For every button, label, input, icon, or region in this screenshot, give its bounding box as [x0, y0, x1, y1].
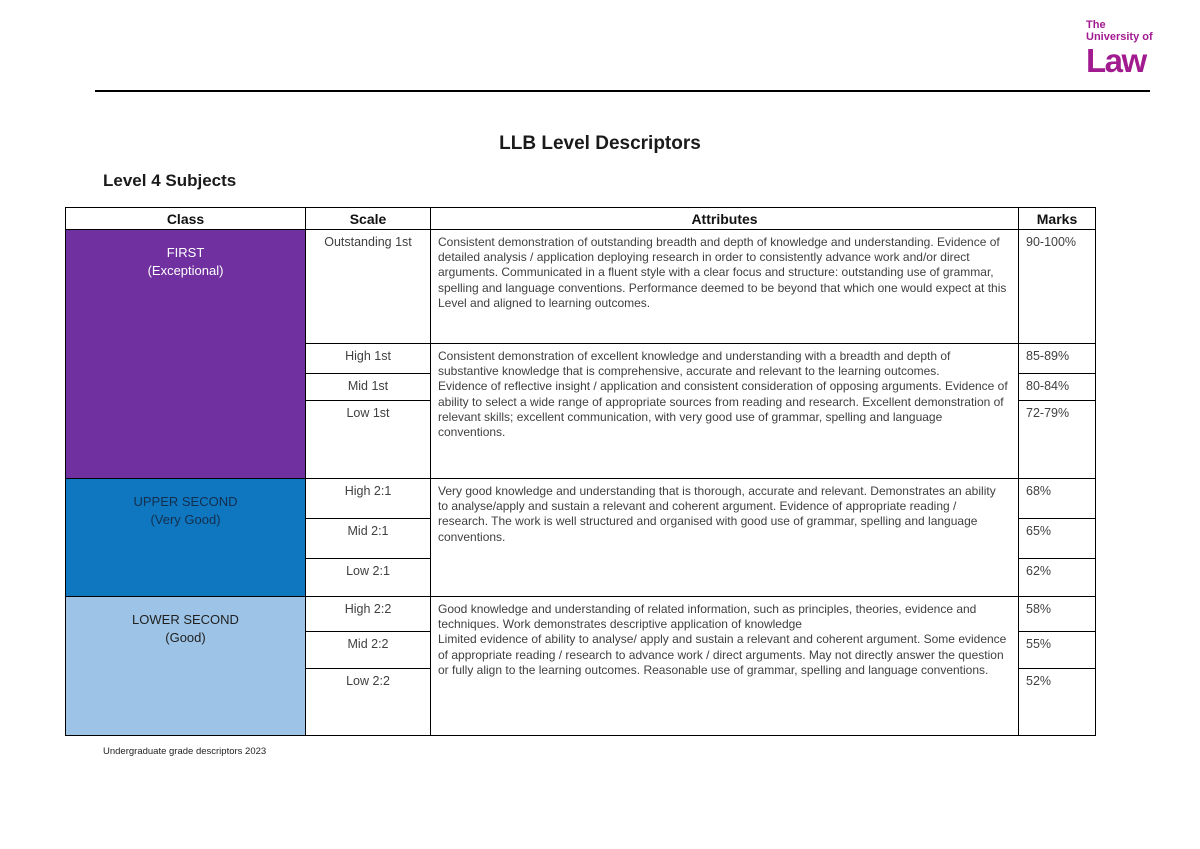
scale-cell-outstanding-1st: Outstanding 1st	[305, 229, 431, 344]
row-outstanding-1st: FIRST (Exceptional) Outstanding 1st Cons…	[65, 229, 1096, 479]
class-name-upper-second: UPPER SECOND	[133, 494, 238, 509]
scale-cell-low-2-2: Low 2:2	[305, 668, 431, 736]
class-qualifier-first: (Exceptional)	[147, 262, 224, 278]
row-mid-1st: Mid 1st 80-84%	[66, 373, 1096, 401]
marks-cell-low-2-1: 62%	[1018, 558, 1096, 597]
scale-cell-low-2-1: Low 2:1	[305, 558, 431, 597]
logo-line-the: The	[1086, 19, 1106, 31]
marks-cell-mid-1st: 80-84%	[1018, 373, 1096, 401]
scale-cell-low-1st: Low 1st	[305, 400, 431, 479]
scale-cell-mid-2-1: Mid 2:1	[305, 518, 431, 559]
scale-cell-high-2-2: High 2:2	[305, 596, 431, 632]
marks-cell-mid-2-1: 65%	[1018, 518, 1096, 559]
marks-cell-low-1st: 72-79%	[1018, 400, 1096, 479]
class-name-lower-second: LOWER SECOND	[132, 612, 239, 627]
footer-note: Undergraduate grade descriptors 2023	[103, 746, 267, 757]
column-header-scale: Scale	[305, 207, 431, 230]
marks-cell-high-1st: 85-89%	[1018, 343, 1096, 374]
marks-cell-high-2-2: 58%	[1018, 596, 1096, 632]
scale-cell-high-2-1: High 2:1	[305, 478, 431, 519]
row-high-2-2: LOWER SECOND (Good) High 2:2 Good knowle…	[65, 596, 1096, 736]
class-name-first: FIRST	[166, 245, 205, 260]
attributes-cell-outstanding-1st: Consistent demonstration of outstanding …	[430, 229, 1019, 344]
class-cell-first: FIRST (Exceptional)	[65, 229, 306, 479]
scale-cell-high-1st: High 1st	[305, 343, 431, 374]
logo-line-university-of: University of	[1086, 30, 1153, 43]
row-mid-2-1: Mid 2:1 65%	[66, 518, 1096, 559]
row-low-2-2: Low 2:2 52%	[66, 668, 1096, 736]
header-rule	[95, 90, 1150, 92]
level-descriptors-table: Class Scale Attributes Marks FIRST (Exce…	[65, 207, 1096, 736]
row-low-2-1: Low 2:1 62%	[66, 558, 1096, 597]
column-header-class: Class	[65, 207, 306, 230]
row-mid-2-2: Mid 2:2 55%	[66, 631, 1096, 669]
table-header-row: Class Scale Attributes Marks	[65, 207, 1096, 230]
scale-cell-mid-1st: Mid 1st	[305, 373, 431, 401]
class-qualifier-upper-second: (Very Good)	[150, 511, 221, 527]
scale-cell-mid-2-2: Mid 2:2	[305, 631, 431, 669]
column-header-marks: Marks	[1018, 207, 1096, 230]
marks-cell-low-2-2: 52%	[1018, 668, 1096, 736]
class-cell-upper-second: UPPER SECOND (Very Good)	[65, 478, 306, 597]
row-high-1st: High 1st Consistent demonstration of exc…	[66, 343, 1096, 479]
attributes-cell-upper-second: Very good knowledge and understanding th…	[430, 478, 1019, 597]
section-heading: Level 4 Subjects	[103, 171, 237, 190]
attributes-cell-first-block: Consistent demonstration of excellent kn…	[430, 343, 1019, 479]
marks-cell-mid-2-2: 55%	[1018, 631, 1096, 669]
logo-wordmark-law: Law	[1086, 41, 1147, 79]
row-low-1st: Low 1st 72-79%	[66, 400, 1096, 479]
marks-cell-high-2-1: 68%	[1018, 478, 1096, 519]
page-title: LLB Level Descriptors	[499, 133, 701, 154]
attributes-cell-lower-second: Good knowledge and understanding of rela…	[430, 596, 1019, 736]
row-high-2-1: UPPER SECOND (Very Good) High 2:1 Very g…	[65, 478, 1096, 597]
class-cell-lower-second: LOWER SECOND (Good)	[65, 596, 306, 736]
column-header-attributes: Attributes	[430, 207, 1019, 230]
university-of-law-logo: The University of Law	[1086, 19, 1153, 79]
marks-cell-outstanding-1st: 90-100%	[1018, 229, 1096, 344]
class-qualifier-lower-second: (Good)	[165, 629, 206, 645]
